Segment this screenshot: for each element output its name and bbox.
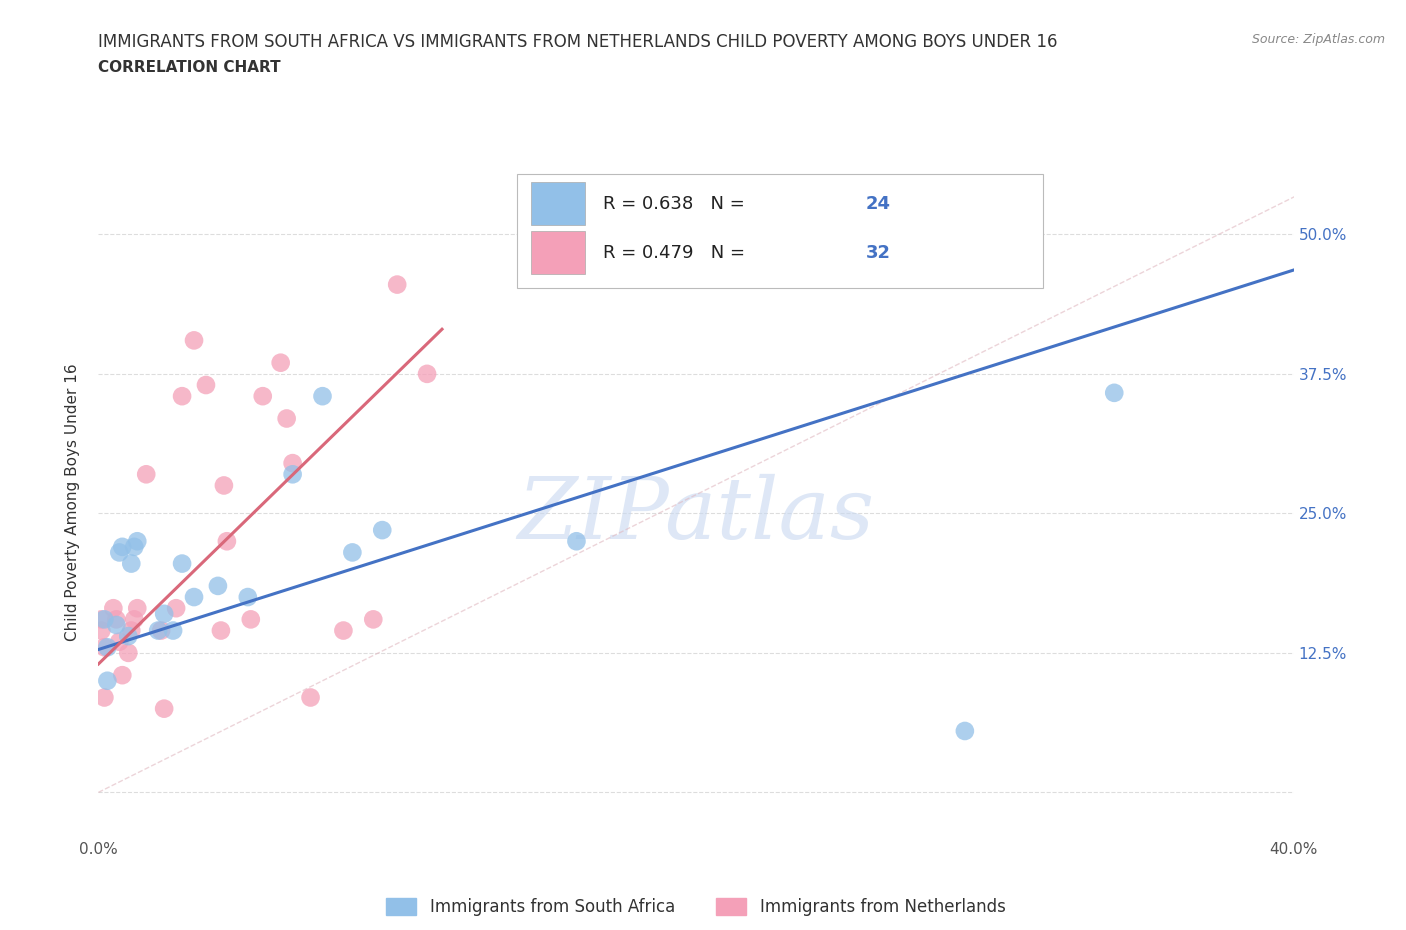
- Point: [117, 629, 139, 644]
- Point: [96, 673, 118, 688]
- Point: [127, 534, 149, 549]
- Point: [281, 456, 304, 471]
- Text: CORRELATION CHART: CORRELATION CHART: [98, 60, 281, 75]
- Point: [148, 623, 170, 638]
- Point: [96, 640, 118, 655]
- Point: [207, 578, 229, 593]
- Point: [239, 612, 262, 627]
- Text: R = 0.638   N =: R = 0.638 N =: [603, 194, 751, 213]
- Point: [108, 634, 131, 649]
- Text: 24: 24: [866, 194, 890, 213]
- Point: [172, 556, 194, 571]
- Point: [385, 277, 409, 292]
- Point: [332, 623, 354, 638]
- Point: [150, 623, 173, 638]
- FancyBboxPatch shape: [517, 174, 1043, 288]
- Point: [342, 545, 364, 560]
- Point: [363, 612, 385, 627]
- Point: [153, 606, 176, 621]
- Point: [212, 478, 235, 493]
- Point: [90, 623, 112, 638]
- Point: [120, 623, 142, 638]
- Point: [120, 556, 142, 571]
- Point: [93, 690, 115, 705]
- Point: [103, 601, 125, 616]
- Point: [117, 645, 139, 660]
- Point: [124, 612, 146, 627]
- Point: [236, 590, 259, 604]
- Point: [108, 545, 131, 560]
- FancyBboxPatch shape: [531, 181, 585, 225]
- Point: [111, 539, 134, 554]
- Point: [953, 724, 976, 738]
- Point: [90, 612, 112, 627]
- Point: [183, 590, 205, 604]
- Text: R = 0.479   N =: R = 0.479 N =: [603, 244, 751, 261]
- Point: [183, 333, 205, 348]
- Point: [105, 618, 128, 632]
- Point: [111, 668, 134, 683]
- Text: 32: 32: [866, 244, 890, 261]
- Point: [124, 539, 146, 554]
- Point: [270, 355, 292, 370]
- Point: [281, 467, 304, 482]
- Point: [162, 623, 184, 638]
- Point: [565, 534, 588, 549]
- Point: [252, 389, 274, 404]
- Point: [215, 534, 238, 549]
- Point: [311, 389, 333, 404]
- Point: [371, 523, 394, 538]
- Point: [93, 640, 115, 655]
- Point: [276, 411, 298, 426]
- Y-axis label: Child Poverty Among Boys Under 16: Child Poverty Among Boys Under 16: [65, 364, 80, 641]
- Point: [165, 601, 187, 616]
- Text: ZIPatlas: ZIPatlas: [517, 474, 875, 557]
- Point: [416, 366, 439, 381]
- Point: [299, 690, 322, 705]
- Point: [1104, 385, 1126, 400]
- Legend: Immigrants from South Africa, Immigrants from Netherlands: Immigrants from South Africa, Immigrants…: [387, 897, 1005, 916]
- FancyBboxPatch shape: [531, 231, 585, 274]
- Text: Source: ZipAtlas.com: Source: ZipAtlas.com: [1251, 33, 1385, 46]
- Text: IMMIGRANTS FROM SOUTH AFRICA VS IMMIGRANTS FROM NETHERLANDS CHILD POVERTY AMONG : IMMIGRANTS FROM SOUTH AFRICA VS IMMIGRAN…: [98, 33, 1057, 50]
- Point: [93, 612, 115, 627]
- Point: [105, 612, 128, 627]
- Point: [209, 623, 232, 638]
- Point: [153, 701, 176, 716]
- Point: [195, 378, 218, 392]
- Point: [135, 467, 157, 482]
- Point: [127, 601, 149, 616]
- Point: [172, 389, 194, 404]
